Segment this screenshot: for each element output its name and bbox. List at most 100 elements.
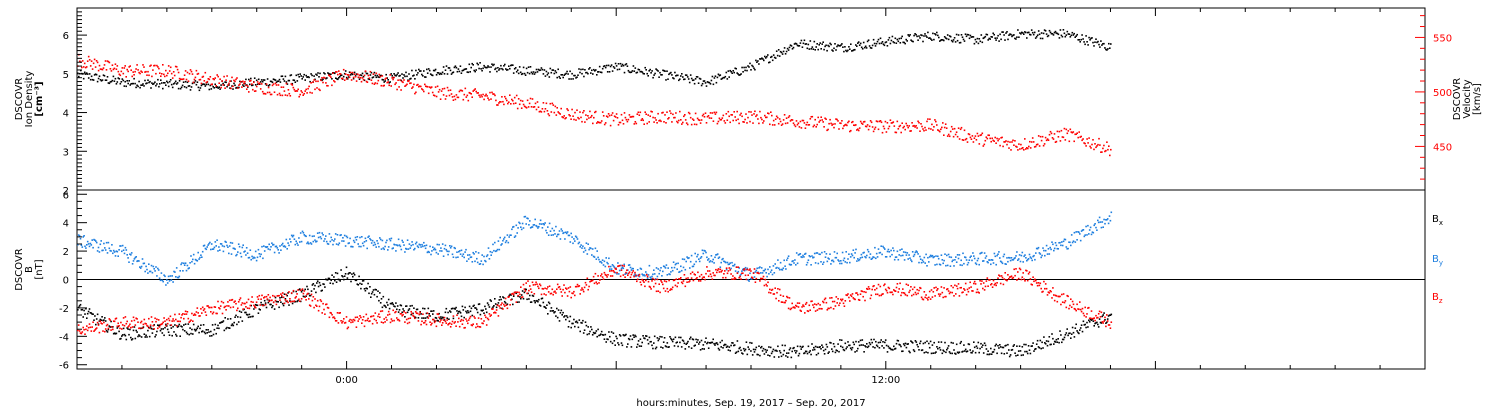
data-point [955,33,958,36]
data-point [285,238,288,241]
data-point [349,272,351,274]
data-point [241,246,244,249]
data-point [1016,146,1018,148]
data-point [437,253,439,255]
data-point [450,73,453,75]
data-point [1034,348,1036,351]
data-point [578,285,581,287]
data-point [995,343,997,346]
data-point [612,265,615,267]
data-point [788,263,791,266]
data-point [1042,144,1045,147]
data-point [432,94,435,96]
data-point [590,326,592,328]
data-point [166,325,168,327]
data-point [156,275,158,277]
data-point [629,266,632,269]
data-point [189,327,191,329]
data-point [556,235,558,238]
data-point [169,324,172,327]
data-point [707,115,710,117]
data-point [275,245,278,248]
data-point [962,252,964,255]
data-point [418,68,420,71]
data-point [617,342,619,344]
data-point [308,76,310,79]
data-point [494,312,497,314]
data-point [795,352,797,354]
data-point [567,73,569,75]
data-point [526,99,529,102]
data-point [450,323,453,325]
data-point [520,296,523,299]
data-point [902,343,905,345]
data-point [587,326,589,328]
data-point [397,72,399,74]
data-point [743,66,745,69]
data-point [474,260,476,263]
data-point [919,342,921,345]
data-point [963,40,966,42]
data-point [811,46,814,48]
data-point [223,84,225,86]
data-point [466,71,469,73]
data-point [790,119,793,121]
data-point [319,284,322,287]
data-point [968,259,971,261]
data-point [486,254,489,256]
data-point [322,78,324,81]
data-point [721,77,724,80]
data-point [690,123,693,126]
data-point [521,222,524,225]
data-point [725,71,728,74]
data-point [748,280,750,282]
data-point [512,303,514,306]
data-point [486,66,488,69]
data-point [636,113,639,115]
data-point [519,99,522,102]
data-point [369,74,372,76]
data-point [628,264,631,266]
data-point [1077,231,1079,233]
data-point [400,79,402,82]
data-point [331,84,333,87]
data-point [934,264,936,266]
data-point [167,85,170,88]
data-point [281,302,284,305]
data-point [369,237,371,240]
data-point [498,102,500,104]
data-point [1050,132,1053,135]
data-point [1067,33,1070,35]
data-point [168,280,171,282]
data-point [1085,35,1087,37]
data-point [615,267,617,269]
data-point [436,85,439,88]
data-point [746,69,748,72]
data-point [617,63,620,65]
data-point [494,311,496,314]
data-point [280,249,282,251]
data-point [769,123,771,126]
data-point [642,72,644,75]
data-point [1047,340,1050,343]
data-point [185,313,188,315]
data-point [330,236,332,239]
data-point [217,300,219,303]
data-point [177,325,180,327]
data-point [311,74,313,77]
data-point [1102,314,1104,316]
data-point [1087,44,1089,46]
data-point [919,340,922,343]
data-point [784,344,786,347]
data-point [593,332,596,335]
data-point [343,234,346,237]
data-point [196,327,199,329]
data-point [839,45,841,47]
data-point [358,74,361,77]
data-point [987,350,989,352]
data-point [516,232,518,234]
data-point [573,318,575,321]
data-point [585,324,588,327]
data-point [1020,33,1022,35]
data-point [532,224,535,226]
